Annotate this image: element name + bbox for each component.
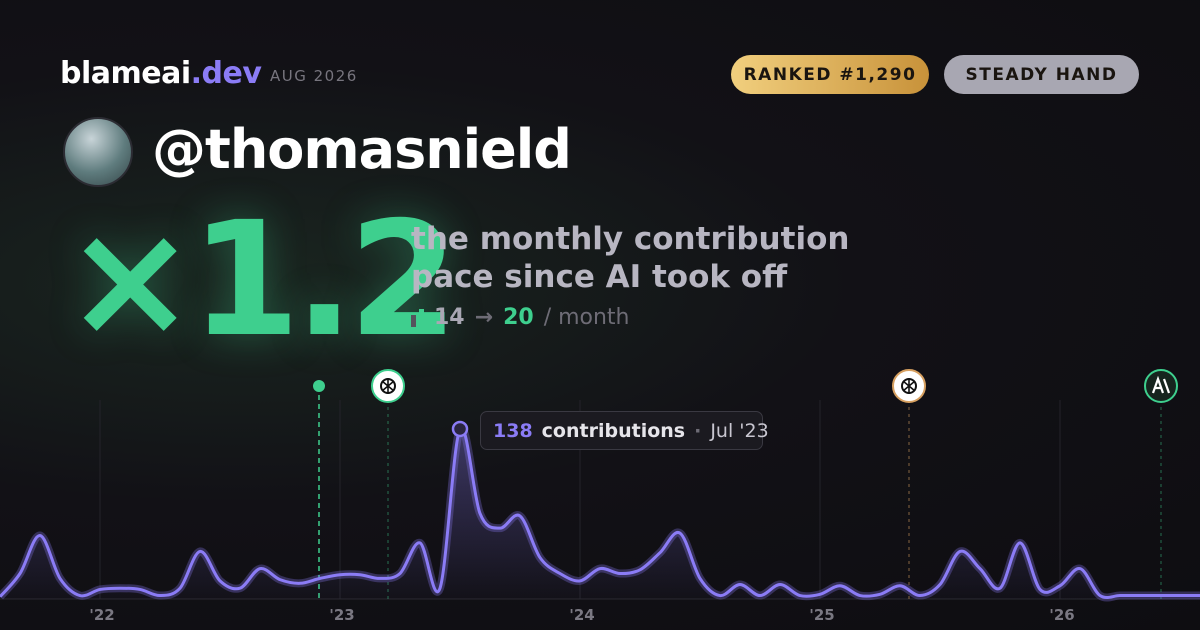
tooltip-date: Jul '23	[710, 419, 769, 442]
tooltip-label: contributions	[541, 419, 686, 442]
tooltip-value: 138	[493, 419, 533, 442]
pace-icon	[411, 308, 424, 327]
openai-icon	[371, 369, 405, 403]
description-line: the monthly contribution	[411, 221, 850, 257]
brand-name: blameai	[60, 56, 191, 91]
pace-before: 14	[434, 305, 465, 330]
x-tick-label: '22	[89, 606, 114, 624]
x-tick-label: '24	[569, 606, 594, 624]
brand-tld: .dev	[190, 56, 262, 91]
x-tick-label: '26	[1049, 606, 1074, 624]
tooltip: 138 contributions · Jul '23	[480, 411, 769, 450]
peak-marker	[451, 420, 469, 438]
style-badge: STEADY HAND	[944, 55, 1139, 94]
line	[0, 426, 1200, 600]
area	[0, 427, 1200, 599]
pace-unit: / month	[543, 305, 630, 330]
avatar	[63, 117, 133, 187]
rank-badge: RANKED #1,290	[731, 55, 929, 94]
brand: blameai.dev	[60, 56, 262, 91]
pace-after: 20	[503, 305, 534, 330]
description-line: pace since AI took off	[411, 259, 788, 295]
multiplier: ×1.2	[64, 188, 458, 372]
anthropic-icon	[1144, 369, 1178, 403]
event-dot	[313, 380, 325, 392]
openai-icon	[892, 369, 926, 403]
pace: 14 → 20 / month	[411, 305, 630, 330]
x-tick-label: '25	[809, 606, 834, 624]
date: AUG 2026	[270, 67, 358, 85]
handle: @thomasnield	[152, 118, 572, 181]
description: the monthly contribution pace since AI t…	[411, 220, 849, 296]
pace-arrow: →	[474, 305, 494, 330]
x-tick-label: '23	[329, 606, 354, 624]
